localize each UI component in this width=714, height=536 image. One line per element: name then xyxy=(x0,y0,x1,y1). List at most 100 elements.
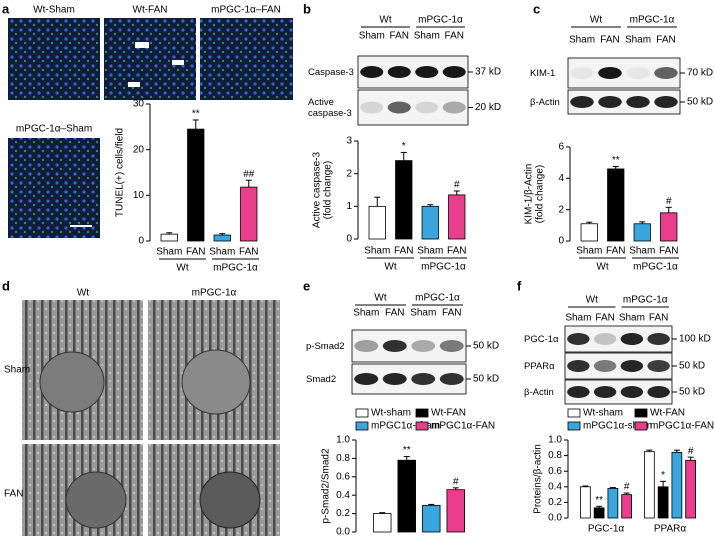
x-tick-label: FAN xyxy=(394,246,413,257)
blot-group-label: mPGC-1α xyxy=(415,293,460,304)
lane-label: Sham xyxy=(410,308,436,319)
nucleus xyxy=(39,351,105,413)
lane-label: FAN xyxy=(649,313,668,324)
y-tick-label: 0 xyxy=(346,234,352,245)
blot-group-label: mPGC-1α xyxy=(418,15,463,26)
x-tick-label: Sham xyxy=(156,247,182,258)
blot-row-label: β-Actin xyxy=(524,386,554,398)
legend-label: Wt-FAN xyxy=(650,408,685,419)
blot-band xyxy=(570,67,594,79)
panel-letter: c xyxy=(533,1,540,16)
y-tick-label: 2 xyxy=(558,204,564,215)
blot-band xyxy=(415,101,439,114)
x-tick-label: Sham xyxy=(209,247,235,258)
blot-band xyxy=(570,96,594,108)
blot-band xyxy=(626,96,650,108)
bar xyxy=(160,233,178,242)
blot-band xyxy=(620,386,644,398)
legend-label: Wt-sham xyxy=(371,408,411,419)
blot-band xyxy=(593,386,617,398)
micrograph xyxy=(8,18,100,100)
micrograph xyxy=(200,18,293,100)
significance: # xyxy=(454,180,460,191)
marker-label: 50 kD xyxy=(687,97,713,108)
blot-band xyxy=(415,66,439,78)
bar xyxy=(580,223,598,242)
y-axis-label: TUNEL(+) cells/field xyxy=(115,128,126,217)
group-label: Wt xyxy=(384,262,396,273)
lane-label: FAN xyxy=(656,35,675,46)
y-axis-label: (fold change) xyxy=(323,161,334,219)
panel-letter: f xyxy=(517,278,522,293)
significance: # xyxy=(453,476,459,487)
significance: # xyxy=(688,446,694,457)
lane-label: Sham xyxy=(569,35,595,46)
y-tick-label: 0.4 xyxy=(548,481,562,492)
bar xyxy=(607,487,619,519)
legend-swatch xyxy=(634,421,648,431)
y-tick-label: 0.6 xyxy=(548,466,562,477)
legend-swatch xyxy=(567,408,581,418)
group-label: mPGC-1α xyxy=(421,262,466,273)
marker-label: 50 kD xyxy=(473,374,499,385)
y-tick-label: 0.2 xyxy=(336,508,350,519)
blot-band xyxy=(598,96,622,108)
blot-band xyxy=(593,333,617,345)
blot-band xyxy=(387,66,411,78)
blot-band xyxy=(411,373,436,385)
marker-label: 37 kD xyxy=(475,67,501,78)
lane-label: FAN xyxy=(595,313,614,324)
bar xyxy=(633,223,651,242)
bar xyxy=(671,452,683,519)
bar xyxy=(593,507,605,519)
legend-swatch xyxy=(634,408,648,418)
blot-band xyxy=(654,67,678,79)
blot-band xyxy=(360,101,384,114)
significance: * xyxy=(661,470,665,481)
y-tick-label: 0.0 xyxy=(336,527,350,536)
blot-band xyxy=(654,96,678,108)
blot-band xyxy=(382,340,407,352)
blot-band xyxy=(626,67,650,79)
blot-band xyxy=(442,66,466,78)
bar xyxy=(685,459,696,519)
blot-band xyxy=(620,333,644,345)
lane-label: FAN xyxy=(390,31,409,42)
y-tick-label: 0 xyxy=(558,236,564,247)
legend-swatch xyxy=(355,408,369,418)
blot-row-label-box: β-Actin xyxy=(530,96,560,108)
blot-band xyxy=(354,340,379,352)
legend-label: mPGC1α-sham xyxy=(371,421,440,432)
bar xyxy=(373,513,392,533)
nucleus xyxy=(199,471,261,529)
blot-group-label: Wt xyxy=(590,15,602,26)
bar xyxy=(421,205,439,240)
group-label: Wt xyxy=(596,262,608,273)
blot-row-label: Caspase-3 xyxy=(308,66,354,78)
blot-row-label: β-Actin xyxy=(530,96,560,108)
marker-label: 50 kD xyxy=(679,387,705,398)
micrograph-label: mPGC-1α–FAN xyxy=(211,5,281,16)
blot-group-label: Wt xyxy=(374,293,386,304)
blot-band xyxy=(647,333,670,345)
blot-band xyxy=(439,373,464,385)
bar xyxy=(187,128,205,242)
blot-row-label: Active caspase-3 xyxy=(308,96,352,119)
x-tick-label: PPARα xyxy=(654,524,686,535)
y-tick-label: 0.4 xyxy=(336,490,350,501)
blot-band xyxy=(647,360,670,372)
bar xyxy=(657,486,669,519)
lane-label: Sham xyxy=(565,313,591,324)
legend-swatch xyxy=(415,408,429,418)
blot-band xyxy=(598,67,622,79)
micrograph-label: Wt-FAN xyxy=(133,5,168,16)
blot-band xyxy=(567,386,590,398)
micrograph xyxy=(104,18,196,100)
marker-label: 70 kD xyxy=(687,68,713,79)
blot-row-label-box: PPARα xyxy=(524,361,555,372)
marker-label: 100 kD xyxy=(679,334,711,345)
y-axis-label: KIM-1/β-Actin xyxy=(524,164,535,225)
bar xyxy=(660,212,678,242)
blot-row-label-box: β-Actin xyxy=(524,386,554,398)
x-tick-label: Sham xyxy=(417,246,443,257)
